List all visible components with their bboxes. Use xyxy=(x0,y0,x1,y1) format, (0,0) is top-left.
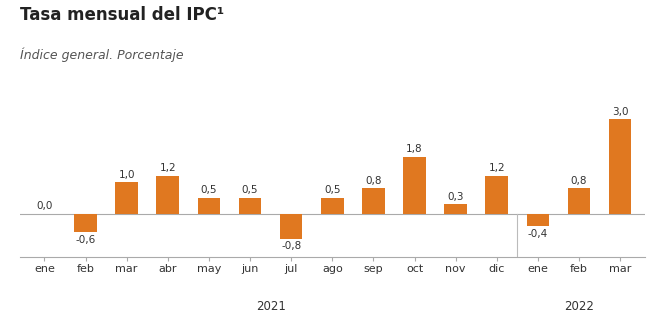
Bar xyxy=(280,214,303,239)
Text: 1,2: 1,2 xyxy=(488,163,505,173)
Bar xyxy=(197,198,220,214)
Bar xyxy=(609,119,632,214)
Text: 0,3: 0,3 xyxy=(447,192,464,202)
Text: -0,8: -0,8 xyxy=(281,241,301,251)
Text: 3,0: 3,0 xyxy=(612,107,628,117)
Bar xyxy=(321,198,343,214)
Bar xyxy=(568,188,590,214)
Text: Índice general. Porcentaje: Índice general. Porcentaje xyxy=(20,47,184,62)
Text: 1,8: 1,8 xyxy=(406,144,423,154)
Text: -0,6: -0,6 xyxy=(76,235,95,245)
Bar xyxy=(526,214,549,226)
Text: 0,5: 0,5 xyxy=(201,185,217,195)
Text: 0,8: 0,8 xyxy=(365,176,382,186)
Text: 0,8: 0,8 xyxy=(570,176,588,186)
Text: Tasa mensual del IPC¹: Tasa mensual del IPC¹ xyxy=(20,6,224,24)
Text: 1,0: 1,0 xyxy=(118,170,135,180)
Bar xyxy=(362,188,385,214)
Text: -0,4: -0,4 xyxy=(528,229,548,239)
Bar xyxy=(74,214,97,232)
Bar xyxy=(403,157,426,214)
Bar xyxy=(157,176,179,214)
Text: 2022: 2022 xyxy=(564,300,594,313)
Text: 1,2: 1,2 xyxy=(159,163,176,173)
Bar xyxy=(239,198,261,214)
Text: 0,5: 0,5 xyxy=(241,185,259,195)
Bar xyxy=(486,176,508,214)
Text: 0,5: 0,5 xyxy=(324,185,341,195)
Text: 2021: 2021 xyxy=(256,300,286,313)
Bar xyxy=(115,182,138,214)
Text: 0,0: 0,0 xyxy=(36,201,53,211)
Bar xyxy=(444,204,467,214)
